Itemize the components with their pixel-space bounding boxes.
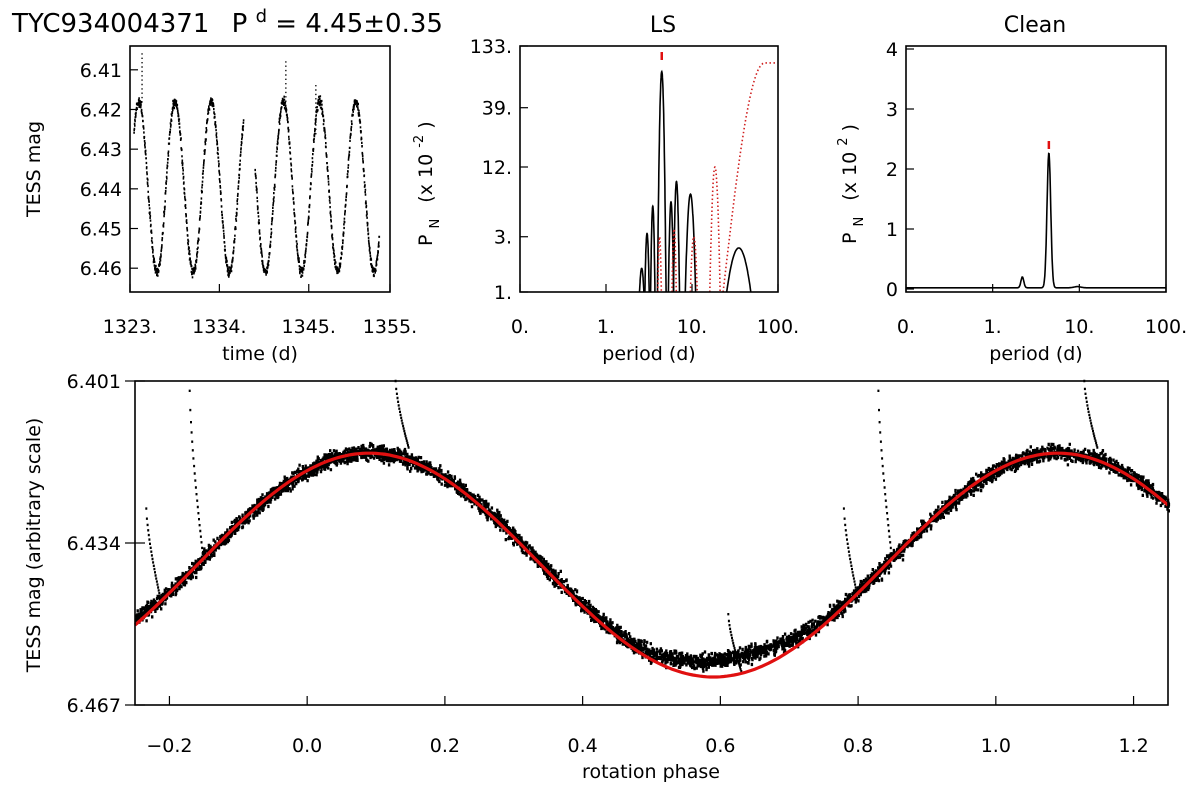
- clean-ytick-label: 2: [886, 159, 898, 181]
- ls-title: LS: [650, 13, 676, 38]
- period-value: = 4.45±0.35: [275, 9, 443, 39]
- ls-ytick-label: 1.: [494, 282, 512, 304]
- ls-ytick-label: 133.: [470, 36, 512, 58]
- period-label: P: [232, 9, 248, 39]
- lightcurve-flare-2: [315, 85, 317, 135]
- ls-1-peak-0: [657, 235, 663, 292]
- ls-0-peak-4: [667, 200, 675, 293]
- phased-flare-0: [145, 507, 161, 595]
- phased-xtick-label: 1.2: [1118, 735, 1148, 757]
- ls-1-peak-3: [709, 165, 721, 293]
- phased-xtick-label: 0.6: [705, 735, 735, 757]
- lightcurve-ytick-label: 6.45: [80, 219, 122, 241]
- phased-ytick-label: 6.467: [67, 695, 121, 717]
- ls-ylabel: P N (x 10 -2 ): [406, 121, 444, 246]
- phased-xtick-label: 0.2: [430, 735, 460, 757]
- clean-ytick-label: 1: [886, 219, 898, 241]
- clean-xtick-label: 10.: [1064, 316, 1094, 338]
- ls-0-peak-2: [649, 204, 656, 293]
- clean-ylabel-exp: 2: [836, 138, 851, 146]
- lightcurve-ytick-label: 6.41: [80, 60, 122, 82]
- phased-xtick-label: 0.4: [568, 735, 598, 757]
- star-name: TYC934004371: [11, 9, 209, 39]
- ls-ytick-label: 39.: [482, 98, 512, 120]
- clean-ylabel-sub: N: [852, 217, 867, 227]
- ls-ylabel-close: ): [415, 121, 437, 128]
- phased-observation-points: [135, 441, 1171, 673]
- ls-0-peak-7: [725, 247, 752, 293]
- lightcurve-xtick-label: 1334.: [192, 316, 246, 338]
- ls-0-peak-1: [644, 232, 650, 293]
- phased-ylabel: TESS mag (arbitrary scale): [23, 418, 45, 674]
- phased-panel: −0.2 0.0 0.2 0.4 0.6 0.8 1.0 1.2 6.401 6.434 6.467…: [23, 371, 1171, 783]
- lightcurve-flare-0: [141, 53, 143, 103]
- clean-frame: [905, 45, 1167, 293]
- clean-xtick-label: 1.: [984, 316, 1002, 338]
- lightcurve-panel: 1323. 1334. 1345. 1355. 6.41 6.42 6.43 6.44 6.45…: [23, 45, 417, 365]
- svg-text:TYC934004371 P d =: TYC934004371 P d = 4.45±0.35: [11, 0, 443, 39]
- clean-xtick-label: 100.: [1145, 316, 1187, 338]
- phased-flare-5: [877, 389, 893, 555]
- ls-0-peak-5: [672, 180, 681, 293]
- ls-ylabel-sub: N: [428, 219, 443, 229]
- clean-ylabel-p: P: [839, 233, 861, 244]
- ls-ytick-label: 12.: [482, 157, 512, 179]
- clean-ylabel: P N (x 10 2 ): [830, 124, 868, 244]
- lightcurve-ytick-label: 6.46: [80, 258, 122, 280]
- clean-ylabel-close: ): [839, 124, 861, 131]
- ls-window-rise: [722, 62, 778, 293]
- phased-xtick-label: −0.2: [146, 735, 192, 757]
- phased-ytick-label: 6.401: [67, 371, 121, 393]
- ls-ylabel-p: P: [415, 235, 437, 246]
- ls-frame: [519, 45, 779, 293]
- lightcurve-flare-1: [285, 61, 287, 111]
- lightcurve-xtick-label: 1355.: [363, 316, 417, 338]
- ls-ylabel-units: (x 10: [415, 154, 437, 203]
- ls-xtick-label: 100.: [757, 316, 799, 338]
- clean-ylabel-units: (x 10: [839, 152, 861, 201]
- ls-ylabel-exp: -2: [412, 135, 427, 148]
- ls-0-peak-6: [684, 192, 697, 293]
- ls-xlabel: period (d): [602, 343, 695, 365]
- phased-flare-2: [394, 379, 410, 449]
- ls-0-peak-3: [656, 69, 667, 293]
- lightcurve-frame: [129, 45, 391, 293]
- ls-panel: LS 0. 1. 10. 100.1.3.12.39.133. period (d) …: [406, 13, 799, 365]
- phased-flare-4: [842, 507, 858, 595]
- lightcurve-ytick-label: 6.43: [80, 139, 122, 161]
- clean-title: Clean: [1004, 13, 1066, 38]
- phased-flare-6: [1083, 379, 1099, 449]
- period-label-sup: d: [256, 6, 267, 27]
- ls-0-peak-0: [638, 267, 645, 293]
- lightcurve-ytick-label: 6.42: [80, 99, 122, 121]
- clean-xtick-label: 0.: [897, 316, 915, 338]
- lightcurve-xtick-label: 1323.: [103, 316, 157, 338]
- clean-ytick-label: 4: [886, 39, 898, 61]
- ls-ytick-label: 3.: [494, 227, 512, 249]
- lightcurve-ytick-label: 6.44: [80, 179, 122, 201]
- phased-flare-3: [727, 613, 743, 673]
- phased-xlabel: rotation phase: [582, 761, 720, 783]
- phased-fit-line: [133, 451, 1170, 679]
- lightcurve-ylabel: TESS mag: [23, 121, 45, 218]
- ls-xtick-label: 0.: [511, 316, 529, 338]
- phased-flare-1: [188, 389, 204, 555]
- clean-xlabel: period (d): [989, 343, 1082, 365]
- phased-xtick-label: 0.0: [292, 735, 322, 757]
- lightcurve-points: [133, 95, 381, 279]
- phased-xtick-label: 0.8: [843, 735, 873, 757]
- ls-1-peak-2: [689, 235, 699, 293]
- phased-xtick-label: 1.0: [981, 735, 1011, 757]
- clean-spectrum-line: [906, 152, 1166, 289]
- phased-ytick-label: 6.434: [67, 533, 121, 555]
- clean-ytick-label: 0: [886, 279, 898, 301]
- ls-xtick-label: 1.: [597, 316, 615, 338]
- lightcurve-xtick-label: 1345.: [282, 316, 336, 338]
- clean-ytick-label: 3: [886, 99, 898, 121]
- clean-panel: Clean 0. 1. 10. 100. 0 1 2 3 4 period (d) P N (x…: [830, 13, 1187, 365]
- ls-xtick-label: 10.: [677, 316, 707, 338]
- lightcurve-xlabel: time (d): [222, 343, 298, 365]
